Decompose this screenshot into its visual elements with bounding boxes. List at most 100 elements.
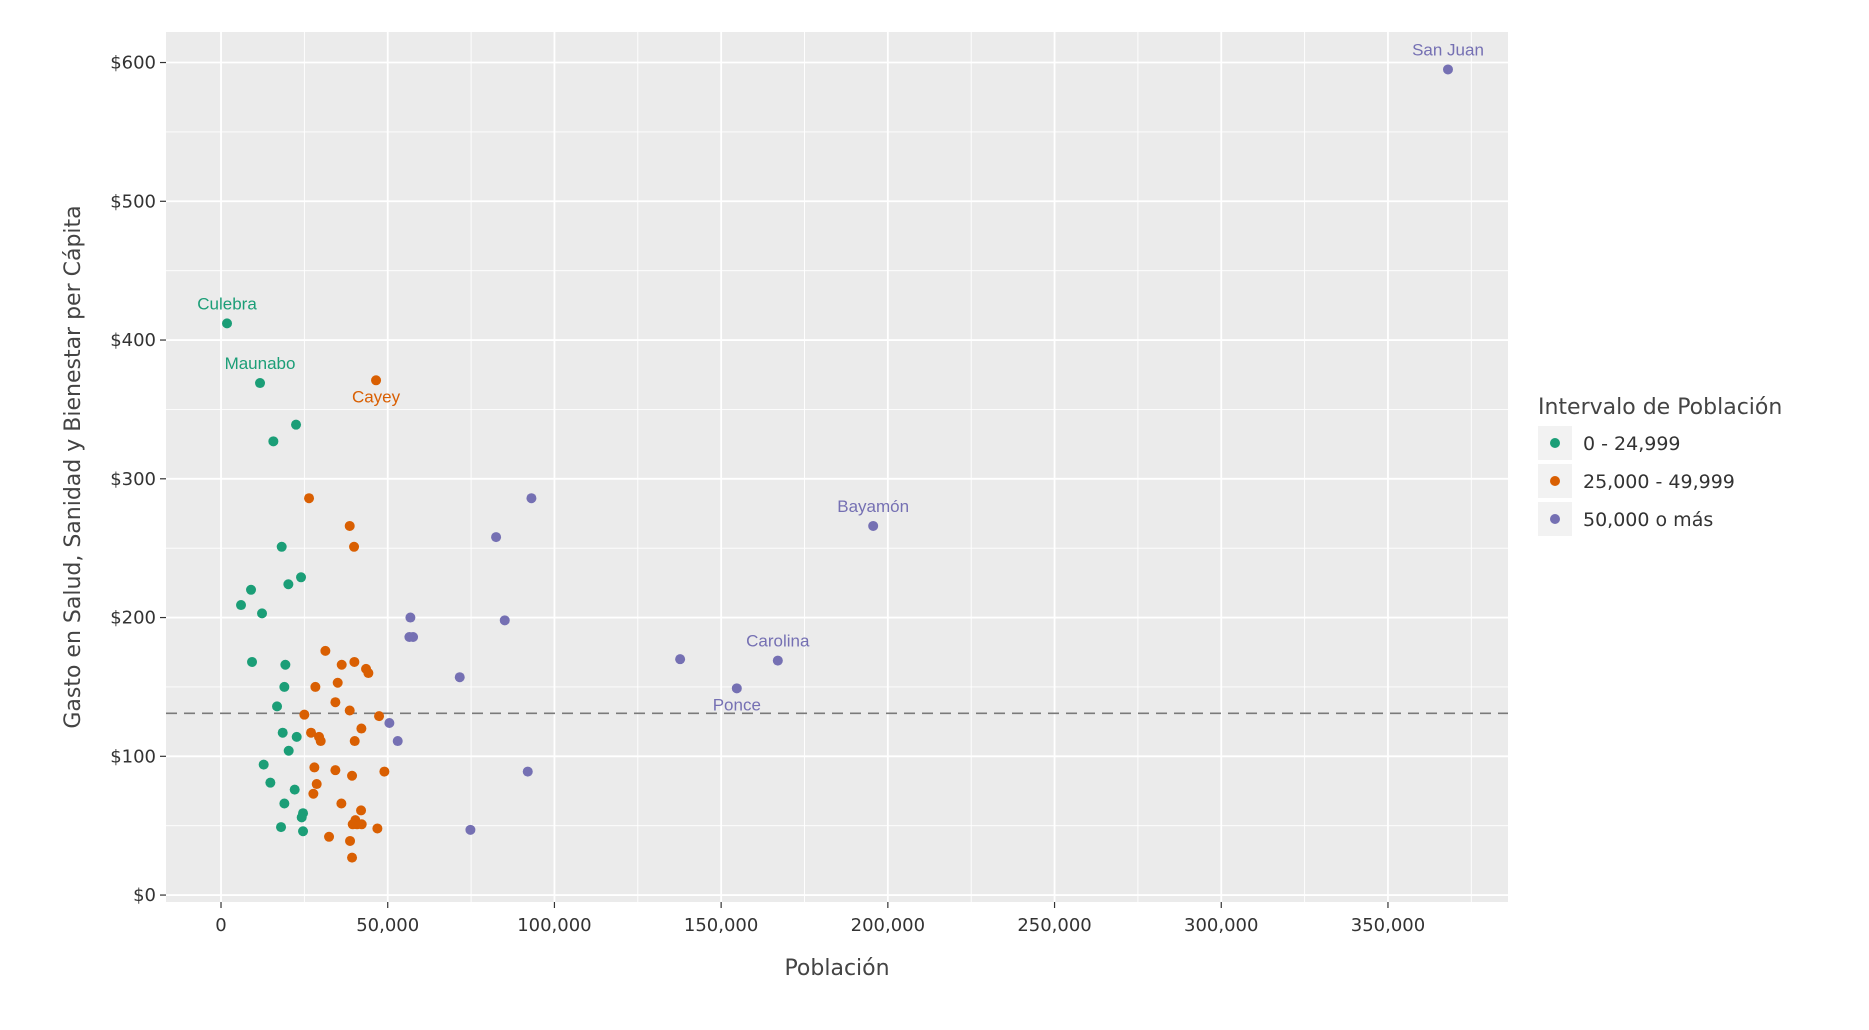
data-point xyxy=(372,823,383,834)
data-point xyxy=(675,654,686,665)
data-point xyxy=(268,436,279,447)
data-point xyxy=(320,645,331,656)
data-point xyxy=(1442,64,1453,75)
data-point xyxy=(304,493,315,504)
x-tick-label: 300,000 xyxy=(1184,915,1258,936)
legend-label: 0 - 24,999 xyxy=(1583,433,1681,455)
data-point xyxy=(499,615,510,626)
data-point xyxy=(349,541,360,552)
data-point xyxy=(289,784,300,795)
legend-key xyxy=(1550,476,1560,486)
legend-key xyxy=(1550,514,1560,524)
y-tick-label: $600 xyxy=(110,53,156,74)
data-points xyxy=(222,64,1453,863)
data-point xyxy=(255,378,266,389)
data-point xyxy=(344,520,355,531)
data-point xyxy=(291,731,302,742)
data-point xyxy=(257,608,268,619)
y-axis-title: Gasto en Salud, Sanidad y Bienestar per … xyxy=(61,205,86,728)
data-point xyxy=(384,718,395,729)
point-labels: Culebra Maunabo Cayey San Juan Bayamón Caroli… xyxy=(197,40,1484,714)
data-point xyxy=(324,831,335,842)
y-axis-ticks: $0 $100 $200 $300 $400 $500 $600 xyxy=(110,53,166,906)
x-axis-title: Población xyxy=(784,956,889,981)
data-point xyxy=(222,318,233,329)
data-point xyxy=(283,579,294,590)
data-point xyxy=(246,584,257,595)
data-point xyxy=(363,668,374,679)
y-tick-label: $300 xyxy=(110,469,156,490)
data-point xyxy=(349,736,360,747)
data-point xyxy=(330,765,341,776)
data-point xyxy=(308,788,319,799)
data-point xyxy=(265,777,276,788)
y-tick-label: $100 xyxy=(110,746,156,767)
data-point xyxy=(374,711,385,722)
data-point xyxy=(311,779,322,790)
y-tick-label: $400 xyxy=(110,330,156,351)
data-point xyxy=(310,681,321,692)
data-point xyxy=(336,659,347,670)
x-tick-label: 250,000 xyxy=(1017,915,1091,936)
data-point xyxy=(522,766,533,777)
data-point xyxy=(336,798,347,809)
point-label: Cayey xyxy=(352,387,401,406)
data-point xyxy=(465,824,476,835)
legend: Intervalo de Población 0 - 24,999 25,000 … xyxy=(1538,395,1782,536)
data-point xyxy=(279,798,290,809)
grid-minor xyxy=(166,32,1508,902)
legend-title: Intervalo de Población xyxy=(1538,395,1782,420)
data-point xyxy=(349,656,360,667)
data-point xyxy=(347,770,358,781)
x-tick-label: 100,000 xyxy=(517,915,591,936)
data-point xyxy=(315,736,326,747)
x-tick-label: 350,000 xyxy=(1351,915,1425,936)
legend-label: 25,000 - 49,999 xyxy=(1583,471,1735,493)
legend-key xyxy=(1550,438,1560,448)
data-point xyxy=(298,826,309,837)
data-point xyxy=(296,812,307,823)
data-point xyxy=(405,612,416,623)
data-point xyxy=(392,736,403,747)
data-point xyxy=(332,677,343,688)
data-point xyxy=(491,532,502,543)
data-point xyxy=(868,520,879,531)
legend-items: 0 - 24,999 25,000 - 49,999 50,000 o más xyxy=(1538,426,1735,536)
data-point xyxy=(247,656,258,667)
data-point xyxy=(345,835,356,846)
data-point xyxy=(731,683,742,694)
data-point xyxy=(258,759,269,770)
panel-background xyxy=(166,32,1508,902)
point-label: San Juan xyxy=(1412,40,1484,59)
data-point xyxy=(379,766,390,777)
point-label: Maunabo xyxy=(225,354,296,373)
x-tick-label: 150,000 xyxy=(684,915,758,936)
data-point xyxy=(306,727,317,738)
data-point xyxy=(309,762,320,773)
data-point xyxy=(296,572,307,583)
x-tick-label: 50,000 xyxy=(356,915,419,936)
data-point xyxy=(276,822,287,833)
point-label: Carolina xyxy=(746,632,810,651)
data-point xyxy=(280,659,291,670)
data-point xyxy=(236,600,247,611)
data-point xyxy=(371,375,382,386)
point-label: Culebra xyxy=(197,294,257,313)
data-point xyxy=(277,727,288,738)
data-point xyxy=(356,819,367,830)
data-point xyxy=(347,852,358,863)
grid-major xyxy=(166,32,1508,902)
data-point xyxy=(272,701,283,712)
data-point xyxy=(291,419,302,430)
y-tick-label: $500 xyxy=(110,191,156,212)
data-point xyxy=(283,745,294,756)
y-tick-label: $200 xyxy=(110,608,156,629)
x-axis-ticks: 0 50,000 100,000 150,000 200,000 250,000 300,0… xyxy=(215,902,1425,936)
data-point xyxy=(408,631,419,642)
point-label: Ponce xyxy=(713,695,761,714)
data-point xyxy=(344,705,355,716)
legend-label: 50,000 o más xyxy=(1583,509,1713,531)
data-point xyxy=(454,672,465,683)
